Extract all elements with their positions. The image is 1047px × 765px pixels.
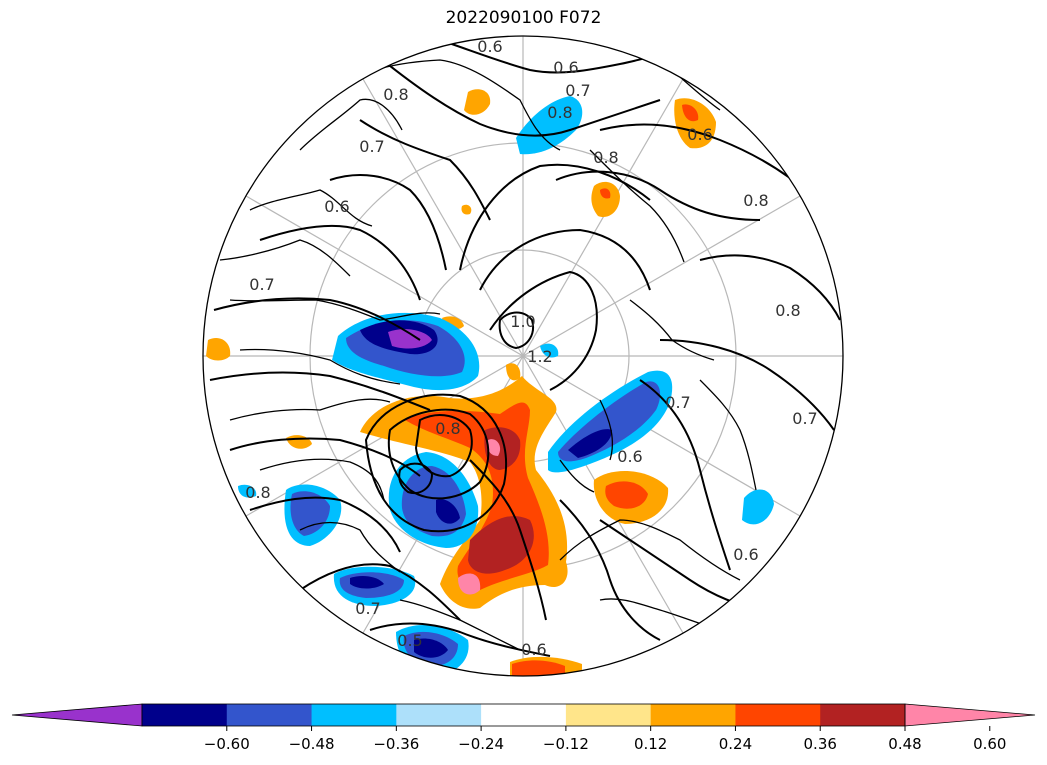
- colorbar-swatch: [396, 704, 482, 726]
- contour-label: 0.6: [521, 640, 546, 659]
- anomaly-shading: [206, 89, 774, 676]
- map-title: 2022090100 F072: [445, 8, 602, 28]
- positive-anomaly-dark: [468, 427, 534, 574]
- colorbar-tick-label: −0.48: [289, 735, 335, 753]
- contour-label: 0.7: [665, 393, 690, 412]
- positive-anomaly-pink: [458, 439, 501, 595]
- contour-label: 0.6: [733, 545, 758, 564]
- colorbar-extend-low: [11, 703, 143, 727]
- contour-label: 0.6: [617, 447, 642, 466]
- contour-label: 1.2: [527, 347, 552, 366]
- colorbar-tick-label: −0.24: [458, 735, 504, 753]
- colorbar-tick-label: 0.48: [888, 735, 921, 753]
- colorbar-tick-label: −0.36: [373, 735, 419, 753]
- contour-label: 1.0: [510, 312, 535, 331]
- colorbar-swatch: [142, 704, 228, 726]
- contour-label: 0.6: [553, 58, 578, 77]
- contour-label: 0.6: [687, 125, 712, 144]
- contour-label: 0.8: [593, 148, 618, 167]
- contour-label: 0.7: [565, 81, 590, 100]
- contour-label: 0.7: [792, 409, 817, 428]
- contour-label: 0.8: [775, 301, 800, 320]
- colorbar-tick-label: 0.24: [719, 735, 752, 753]
- contour-lines: [209, 39, 841, 657]
- colorbar-tick-label: 0.36: [804, 735, 837, 753]
- colorbar-extend-high: [904, 703, 1036, 727]
- contour-label: 0.5: [397, 631, 422, 650]
- colorbar-swatch: [481, 704, 567, 726]
- contour-label: 0.6: [324, 197, 349, 216]
- contour-label: 0.7: [249, 275, 274, 294]
- polar-map: 0.6 0.6 0.7 0.8 0.8 0.7 0.6 0.7 0.8 0.8 0.8 0.6 0.7 0…: [202, 35, 844, 677]
- contour-label: 0.8: [435, 419, 460, 438]
- colorbar-tick-labels: −0.60 −0.48 −0.36 −0.24 −0.12 0.12 0.24 0.36 0.4…: [204, 726, 1006, 753]
- map-boundary: [202, 35, 844, 677]
- colorbar-tick-label: −0.12: [543, 735, 589, 753]
- contour-label: 0.8: [383, 85, 408, 104]
- contour-label: 0.7: [355, 599, 380, 618]
- colorbar-tick-label: −0.60: [204, 735, 250, 753]
- colorbar-swatch: [565, 704, 652, 726]
- contour-label: 0.8: [547, 103, 572, 122]
- colorbar-tick-label: 0.12: [634, 735, 667, 753]
- colorbar-swatch: [311, 704, 397, 726]
- contour-label-layer: 0.6 0.6 0.7 0.8 0.8 0.7 0.6 0.7 0.8 0.8 0.8 0.6 0.7 0…: [245, 37, 817, 659]
- colorbar-swatch: [650, 704, 736, 726]
- colorbar-swatch: [226, 704, 313, 726]
- colorbar-swatch: [735, 704, 821, 726]
- contour-label: 0.6: [477, 37, 502, 56]
- contour-label: 0.8: [743, 191, 768, 210]
- colorbar-tick-label: 0.60: [973, 735, 1006, 753]
- colorbar-swatch: [820, 704, 906, 726]
- negative-anomaly-north: [516, 96, 583, 155]
- colorbar-swatches: [11, 703, 1036, 727]
- positive-anomaly-small-3: [464, 89, 491, 115]
- contour-label: 0.7: [359, 137, 384, 156]
- colorbar-outline: [141, 703, 906, 727]
- positive-anomaly-small-2: [591, 181, 620, 218]
- contour-label: 0.8: [245, 483, 270, 502]
